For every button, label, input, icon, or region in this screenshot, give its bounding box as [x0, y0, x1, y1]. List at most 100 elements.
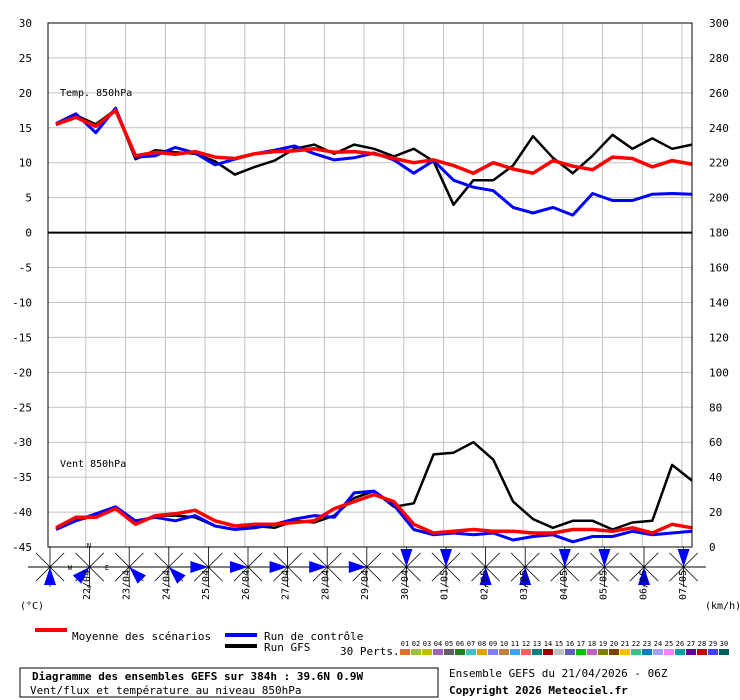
y-tick-left: -5 — [19, 262, 32, 275]
rose-spoke — [431, 566, 447, 582]
pert-swatch — [554, 649, 564, 655]
rose-petal — [440, 549, 452, 567]
rose-petal — [558, 549, 571, 567]
rose-spoke — [75, 552, 90, 568]
rose-spoke — [471, 566, 486, 582]
pert-swatch — [675, 649, 685, 655]
rose-spoke — [406, 552, 421, 568]
pert-swatch — [708, 649, 718, 655]
pert-id: 26 — [676, 640, 684, 648]
legend-control-label: Run de contrôle — [264, 630, 363, 643]
wind-rose — [188, 547, 229, 587]
pert-id: 18 — [588, 640, 596, 648]
footer-copyright: Copyright 2026 Meteociel.fr — [449, 684, 628, 697]
rose-spoke — [510, 552, 526, 568]
pert-id: 04 — [434, 640, 442, 648]
rose-spoke — [524, 566, 540, 582]
wind-rose — [465, 547, 506, 587]
pert-swatch — [543, 649, 553, 655]
pert-swatch — [576, 649, 586, 655]
pert-id: 12 — [522, 640, 530, 648]
rose-spoke — [49, 552, 65, 568]
rose-spoke — [431, 552, 447, 568]
pert-id: 09 — [489, 640, 497, 648]
chart-grid — [48, 22, 692, 548]
pert-id: 17 — [577, 640, 585, 648]
x-tick-label: 06/05 — [638, 570, 649, 600]
rose-spoke — [564, 566, 580, 582]
pert-swatch — [598, 649, 608, 655]
pert-swatch — [565, 649, 575, 655]
rose-spoke — [524, 552, 540, 568]
rose-spoke — [326, 552, 342, 568]
rose-spoke — [589, 566, 605, 582]
x-tick-label: 26/04 — [241, 570, 252, 600]
pert-swatch — [719, 649, 729, 655]
rose-petal — [44, 567, 56, 585]
rose-spoke — [550, 552, 566, 568]
rose-spoke — [352, 552, 368, 568]
pert-swatch — [631, 649, 641, 655]
rose-spoke — [366, 552, 382, 568]
rose-spoke — [564, 552, 580, 568]
y-tick-right: 280 — [709, 52, 729, 65]
rose-spoke — [352, 566, 368, 582]
rose-petal — [168, 567, 186, 584]
pert-id: 24 — [654, 640, 662, 648]
x-tick-label: 01/05 — [440, 570, 451, 600]
pert-id: 06 — [456, 640, 464, 648]
rose-spoke — [247, 566, 263, 582]
y-tick-left: -25 — [12, 401, 32, 414]
wind-rose — [426, 547, 466, 587]
rose-spoke — [287, 566, 303, 582]
y-tick-left: 0 — [25, 227, 32, 240]
temp-series-line — [55, 108, 693, 206]
pert-id: 25 — [665, 640, 673, 648]
rose-spoke — [312, 566, 328, 582]
panel-label-temp: Temp. 850hPa — [60, 88, 132, 99]
rose-spoke — [233, 552, 249, 568]
rose-spoke — [445, 566, 461, 582]
wind-rose — [346, 547, 387, 587]
rose-petal — [309, 561, 328, 573]
legend-mean-label: Moyenne des scénarios — [72, 630, 211, 643]
rose-spoke — [287, 552, 303, 568]
pert-swatch — [422, 649, 432, 655]
rose-spoke — [247, 552, 263, 568]
x-tick-label: 07/05 — [678, 570, 689, 600]
chart-series — [55, 106, 693, 544]
rose-petal — [638, 567, 650, 585]
pert-id: 23 — [643, 640, 651, 648]
rose-spoke — [391, 552, 407, 568]
pert-id: 07 — [467, 640, 475, 648]
x-tick-label: 02/05 — [479, 570, 490, 600]
pert-swatch — [411, 649, 421, 655]
wind-rose — [109, 547, 150, 587]
unit-left-label: (°C) — [20, 601, 44, 612]
y-tick-right: 180 — [709, 227, 729, 240]
pert-swatch — [620, 649, 630, 655]
pert-id: 20 — [610, 640, 618, 648]
y-tick-right: 260 — [709, 87, 729, 100]
rose-spoke — [683, 552, 699, 568]
y-tick-left: -40 — [12, 506, 32, 519]
temp-series-line — [55, 108, 693, 175]
wind-rose — [505, 547, 546, 587]
rose-spoke — [208, 566, 223, 582]
pert-id: 13 — [533, 640, 541, 648]
wind-rose — [148, 547, 189, 587]
rose-spoke — [208, 552, 223, 568]
pert-id: 28 — [698, 640, 706, 648]
pert-id: 15 — [555, 640, 563, 648]
y-tick-right: 220 — [709, 157, 729, 170]
y-tick-right: 0 — [709, 541, 716, 554]
pert-swatch — [488, 649, 498, 655]
footer-title: Diagramme des ensembles GEFS sur 384h : … — [32, 670, 364, 683]
rose-petal — [677, 549, 690, 567]
rose-spoke — [168, 552, 184, 568]
pert-swatch — [477, 649, 487, 655]
rose-spoke — [589, 552, 605, 568]
rose-spoke — [154, 566, 170, 582]
wind-rose — [624, 547, 664, 587]
